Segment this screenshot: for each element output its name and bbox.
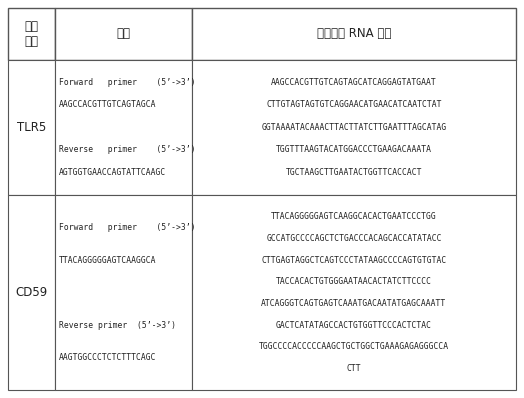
Text: CTTGAGTAGGCTCAGTCCCTATAAGCCCCAGTGTGTAC: CTTGAGTAGGCTCAGTCCCTATAAGCCCCAGTGTGTAC <box>261 256 446 265</box>
Text: GGTAAAATACAAACTTACTTATCTTGAATTTAGCATAG: GGTAAAATACAAACTTACTTATCTTGAATTTAGCATAG <box>261 123 446 132</box>
Text: Reverse   primer    (5’->3’): Reverse primer (5’->3’) <box>59 146 195 154</box>
Text: TGGCCCCACCCCCAAGCTGCTGGCTGAAAGAGAGGGCCA: TGGCCCCACCCCCAAGCTGCTGGCTGAAAGAGAGGGCCA <box>259 342 449 351</box>
Bar <box>192 60 516 195</box>
Text: AGTGGTGAACCAGTATTCAAGC: AGTGGTGAACCAGTATTCAAGC <box>59 168 166 177</box>
Text: CTT: CTT <box>347 364 361 373</box>
Text: AAGCCACGTTGTCAGTAGCATCAGGAGTATGAAT: AAGCCACGTTGTCAGTAGCATCAGGAGTATGAAT <box>271 78 437 87</box>
Text: 扩增
对象: 扩增 对象 <box>25 20 38 48</box>
Bar <box>8 195 54 390</box>
Text: TGGTTTAAGTACATGGACCCTGAAGACAAATA: TGGTTTAAGTACATGGACCCTGAAGACAAATA <box>276 146 432 154</box>
Text: TACCACACTGTGGGAATAACACTATCTTCCCC: TACCACACTGTGGGAATAACACTATCTTCCCC <box>276 277 432 286</box>
Text: 扩增后的 RNA 片段: 扩增后的 RNA 片段 <box>317 27 391 40</box>
Bar <box>192 8 516 60</box>
Bar <box>54 195 192 390</box>
Text: Forward   primer    (5’->3’): Forward primer (5’->3’) <box>59 223 195 232</box>
Bar <box>54 60 192 195</box>
Text: ATCAGGGTCAGTGAGTCAAATGACAATATGAGCAAATT: ATCAGGGTCAGTGAGTCAAATGACAATATGAGCAAATT <box>261 299 446 308</box>
Bar <box>54 8 192 60</box>
Text: CTTGTAGTAGTGTCAGGAACATGAACATCAATCTAT: CTTGTAGTAGTGTCAGGAACATGAACATCAATCTAT <box>266 100 442 109</box>
Text: TGCTAAGCTTGAATACTGGTTCACCACT: TGCTAAGCTTGAATACTGGTTCACCACT <box>286 168 422 177</box>
Text: AAGTGGCCCTCTCTTTCAGC: AAGTGGCCCTCTCTTTCAGC <box>59 353 156 362</box>
Text: AAGCCACGTTGTCAGTAGCA: AAGCCACGTTGTCAGTAGCA <box>59 100 156 109</box>
Text: CD59: CD59 <box>15 286 48 299</box>
Bar <box>192 195 516 390</box>
Text: Reverse primer  (5’->3’): Reverse primer (5’->3’) <box>59 320 176 330</box>
Text: GACTCATATAGCCACTGTGGTTCCCACTCTAC: GACTCATATAGCCACTGTGGTTCCCACTCTAC <box>276 320 432 330</box>
Text: GCCATGCCCCAGCTCTGACCCACAGCACCATATACC: GCCATGCCCCAGCTCTGACCCACAGCACCATATACC <box>266 234 442 243</box>
Bar <box>8 8 54 60</box>
Text: Forward   primer    (5’->3’): Forward primer (5’->3’) <box>59 78 195 87</box>
Text: TTACAGGGGGAGTCAAGGCACACTGAATCCCTGG: TTACAGGGGGAGTCAAGGCACACTGAATCCCTGG <box>271 212 437 221</box>
Text: 引物: 引物 <box>116 27 130 40</box>
Bar <box>8 60 54 195</box>
Text: TTACAGGGGGAGTCAAGGCA: TTACAGGGGGAGTCAAGGCA <box>59 256 156 265</box>
Text: TLR5: TLR5 <box>17 121 46 134</box>
